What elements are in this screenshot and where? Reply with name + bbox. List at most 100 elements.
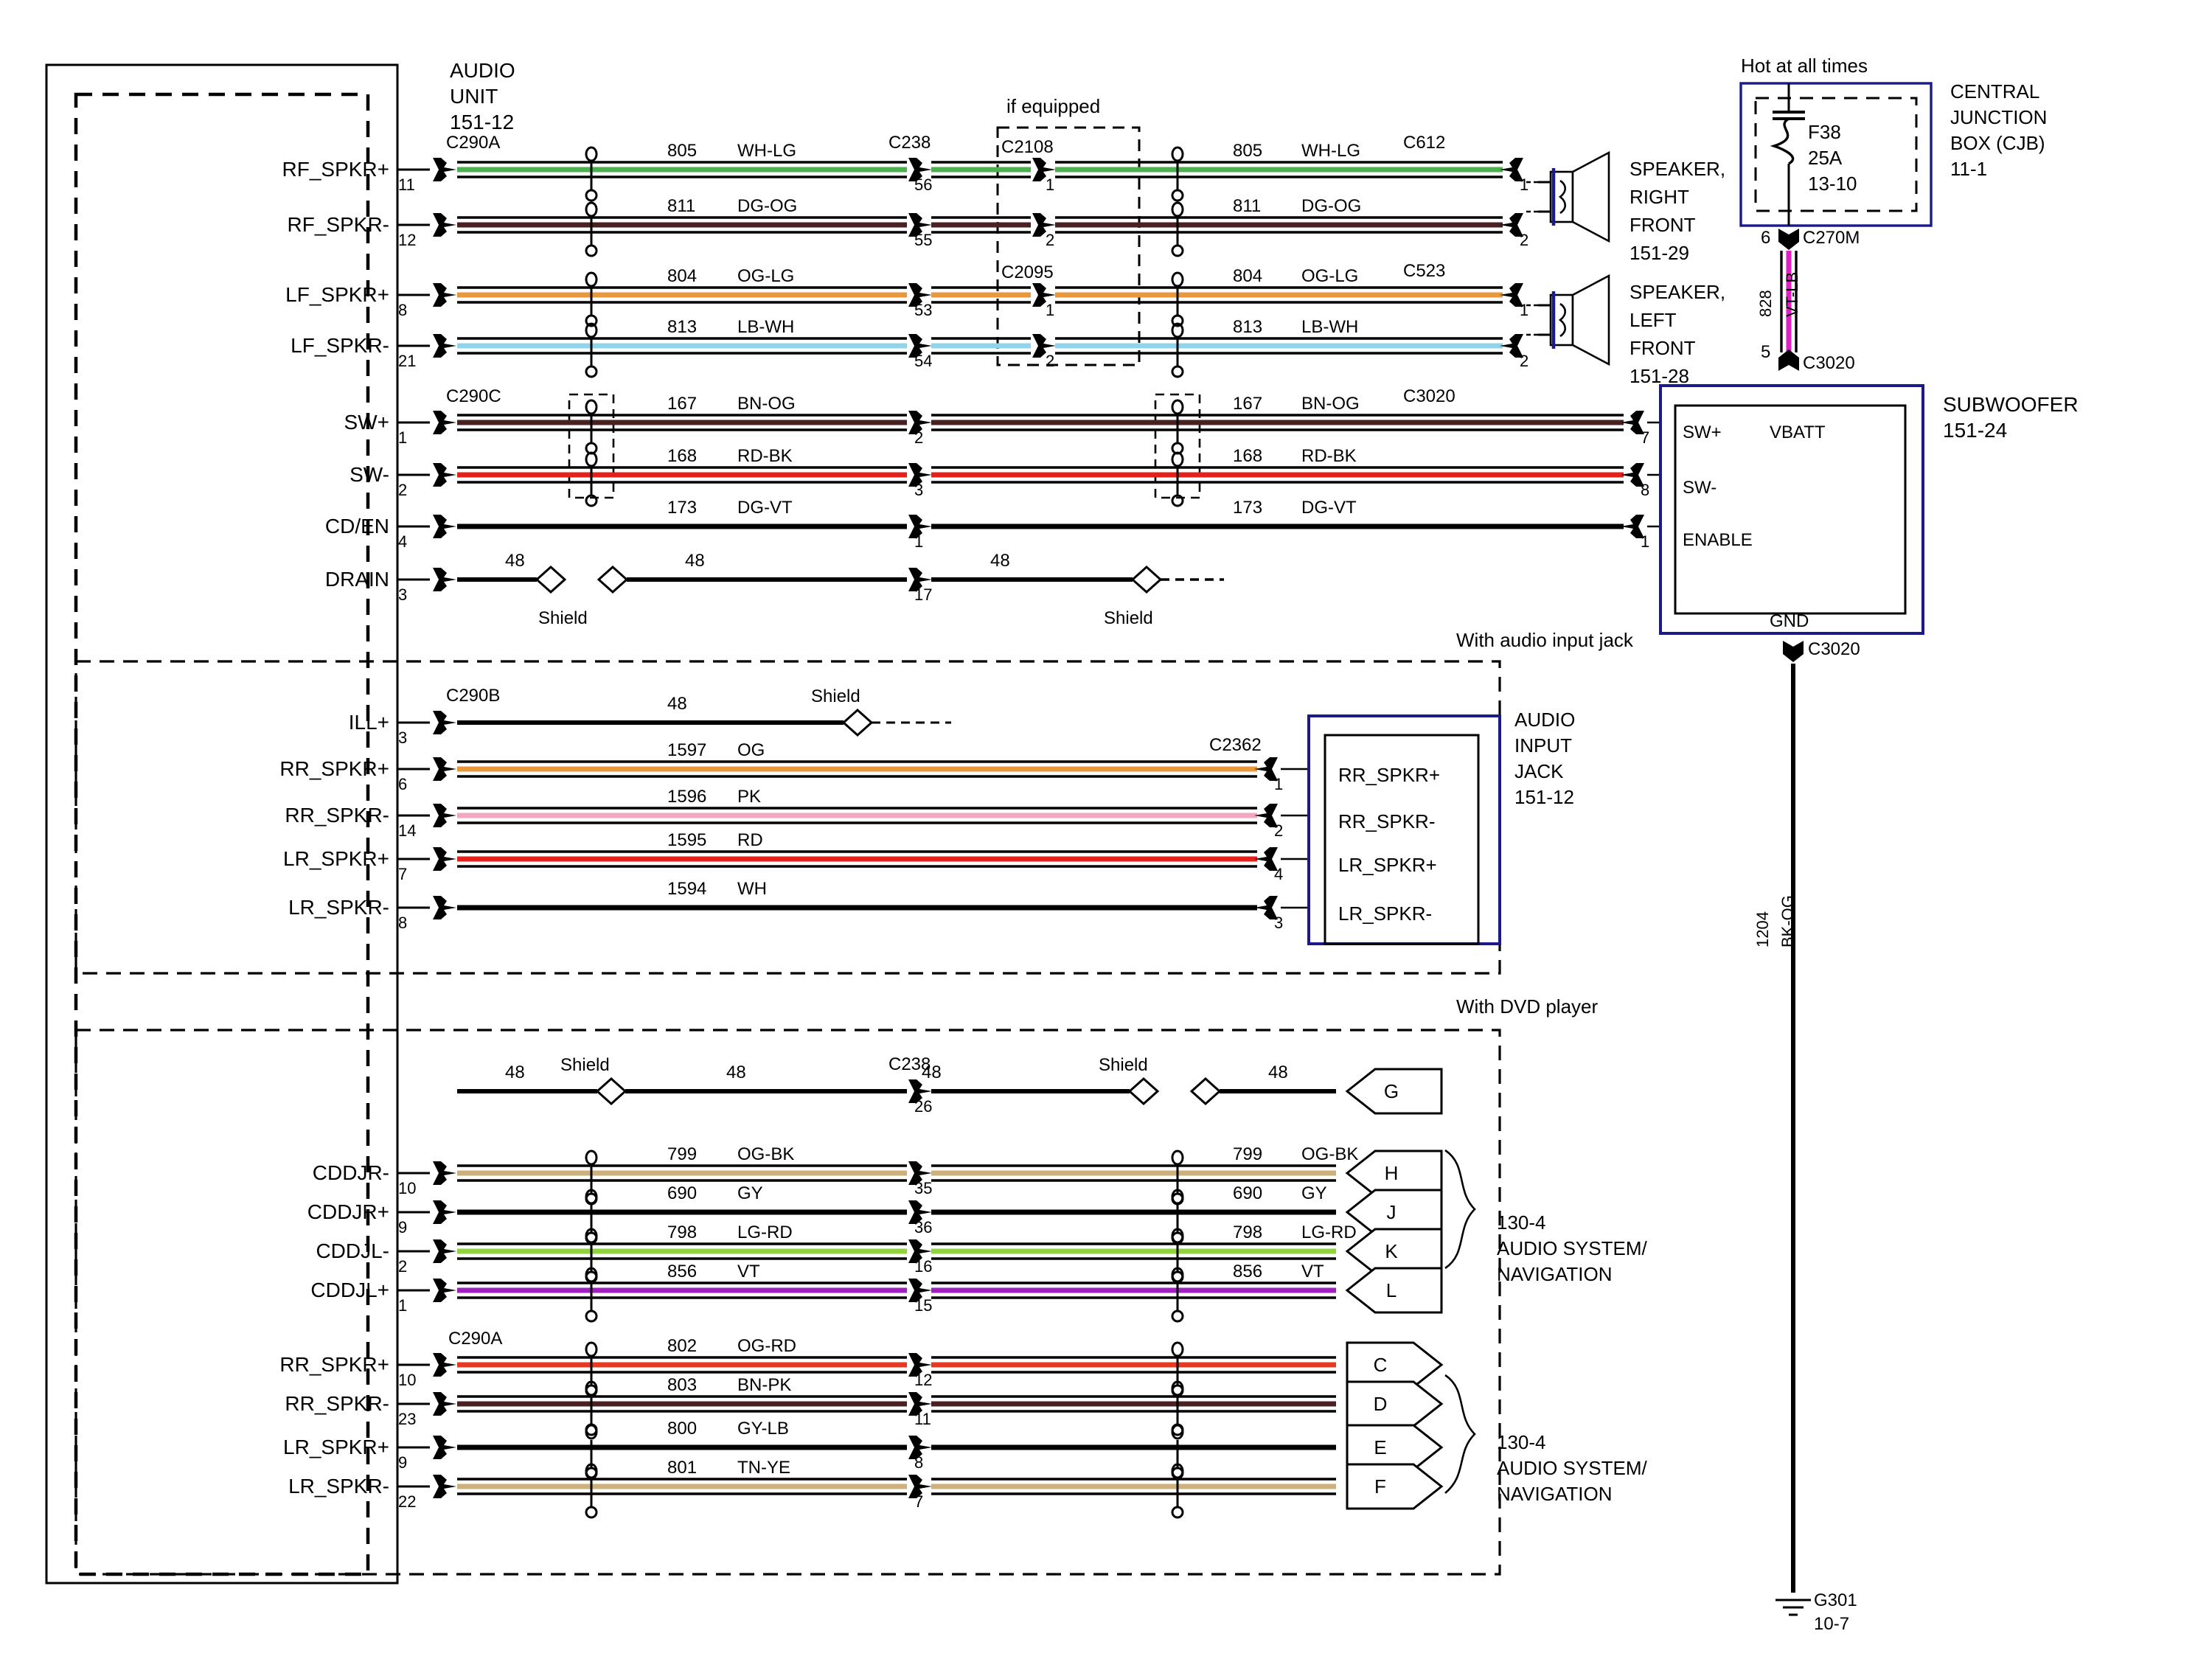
svg-text:856: 856 xyxy=(667,1262,697,1281)
svg-text:12: 12 xyxy=(914,1371,932,1389)
svg-text:FRONT: FRONT xyxy=(1630,337,1696,359)
svg-text:130-4: 130-4 xyxy=(1497,1211,1546,1234)
svg-text:8: 8 xyxy=(398,914,407,932)
svg-text:799: 799 xyxy=(667,1144,697,1164)
svg-text:48: 48 xyxy=(667,694,687,714)
svg-text:INPUT: INPUT xyxy=(1514,734,1572,757)
svg-text:CENTRAL: CENTRAL xyxy=(1950,80,2039,102)
svg-text:801: 801 xyxy=(667,1458,697,1478)
svg-text:LR_SPKR-: LR_SPKR- xyxy=(288,1475,389,1498)
svg-text:5: 5 xyxy=(1761,342,1770,362)
svg-text:C290A: C290A xyxy=(446,133,500,153)
svg-text:ENABLE: ENABLE xyxy=(1683,530,1753,550)
svg-text:7: 7 xyxy=(1641,428,1649,447)
svg-text:4: 4 xyxy=(398,532,407,551)
svg-text:FRONT: FRONT xyxy=(1630,214,1696,236)
svg-text:9: 9 xyxy=(398,1453,407,1472)
svg-text:8: 8 xyxy=(398,301,407,319)
svg-text:DG-VT: DG-VT xyxy=(737,498,793,518)
svg-text:JACK: JACK xyxy=(1514,760,1564,782)
svg-text:BOX (CJB): BOX (CJB) xyxy=(1950,132,2045,154)
svg-text:K: K xyxy=(1385,1240,1398,1262)
svg-text:RR_SPKR+: RR_SPKR+ xyxy=(279,757,389,780)
svg-text:811: 811 xyxy=(1233,196,1261,216)
svg-text:OG: OG xyxy=(737,740,765,760)
svg-text:PK: PK xyxy=(737,787,761,807)
svg-text:WH-LG: WH-LG xyxy=(1301,141,1360,161)
svg-text:C238: C238 xyxy=(888,133,931,153)
svg-text:2: 2 xyxy=(1520,352,1528,370)
svg-text:Shield: Shield xyxy=(1099,1055,1148,1075)
svg-text:14: 14 xyxy=(398,821,416,840)
svg-text:6: 6 xyxy=(398,775,407,793)
svg-text:130-4: 130-4 xyxy=(1497,1431,1546,1453)
svg-text:48: 48 xyxy=(505,551,525,571)
svg-text:BN-PK: BN-PK xyxy=(737,1375,791,1395)
svg-text:2: 2 xyxy=(914,428,923,447)
svg-text:LR_SPKR-: LR_SPKR- xyxy=(288,896,389,919)
svg-text:168: 168 xyxy=(667,446,697,466)
svg-text:23: 23 xyxy=(398,1410,416,1428)
svg-text:55: 55 xyxy=(914,231,932,249)
svg-text:56: 56 xyxy=(914,175,932,194)
svg-text:22: 22 xyxy=(398,1492,416,1511)
svg-text:CDDJR+: CDDJR+ xyxy=(307,1200,389,1223)
svg-text:167: 167 xyxy=(1233,394,1262,414)
svg-text:3: 3 xyxy=(398,585,407,604)
svg-text:1: 1 xyxy=(1520,301,1528,319)
svg-text:DG-OG: DG-OG xyxy=(1301,196,1361,216)
svg-text:SW-: SW- xyxy=(349,463,389,486)
svg-text:RF_SPKR-: RF_SPKR- xyxy=(288,213,389,236)
svg-text:805: 805 xyxy=(1233,141,1262,161)
svg-text:1: 1 xyxy=(1046,301,1054,319)
svg-text:10: 10 xyxy=(398,1371,416,1389)
svg-text:15: 15 xyxy=(914,1296,932,1315)
svg-text:OG-LG: OG-LG xyxy=(737,266,794,286)
svg-text:690: 690 xyxy=(1233,1183,1262,1203)
svg-text:48: 48 xyxy=(922,1062,942,1082)
svg-text:2: 2 xyxy=(398,481,407,499)
svg-text:53: 53 xyxy=(914,301,932,319)
svg-text:AUDIO: AUDIO xyxy=(450,59,515,82)
svg-text:LR_SPKR+: LR_SPKR+ xyxy=(283,847,389,870)
svg-text:856: 856 xyxy=(1233,1262,1262,1281)
svg-text:6: 6 xyxy=(1761,228,1770,248)
svg-text:LR_SPKR-: LR_SPKR- xyxy=(1338,902,1432,925)
svg-text:BN-OG: BN-OG xyxy=(1301,394,1360,414)
svg-text:9: 9 xyxy=(398,1218,407,1237)
svg-text:D: D xyxy=(1374,1393,1388,1415)
svg-text:DRAIN: DRAIN xyxy=(325,568,389,591)
svg-text:2: 2 xyxy=(398,1257,407,1276)
svg-text:1: 1 xyxy=(914,532,923,551)
svg-text:4: 4 xyxy=(1274,865,1283,883)
svg-text:JUNCTION: JUNCTION xyxy=(1950,106,2047,128)
svg-text:ILL+: ILL+ xyxy=(349,711,389,734)
svg-text:OG-RD: OG-RD xyxy=(737,1336,796,1356)
svg-text:1: 1 xyxy=(398,428,407,447)
svg-text:804: 804 xyxy=(1233,266,1262,286)
svg-text:800: 800 xyxy=(667,1419,697,1439)
svg-text:C3020: C3020 xyxy=(1403,386,1455,406)
svg-text:C: C xyxy=(1374,1354,1388,1376)
svg-text:799: 799 xyxy=(1233,1144,1262,1164)
svg-text:54: 54 xyxy=(914,352,932,370)
svg-text:10-7: 10-7 xyxy=(1814,1614,1849,1634)
svg-text:3: 3 xyxy=(914,481,923,499)
svg-text:2: 2 xyxy=(1520,231,1528,249)
svg-text:L: L xyxy=(1386,1279,1397,1301)
svg-text:VBATT: VBATT xyxy=(1770,422,1826,442)
svg-text:2: 2 xyxy=(1046,352,1054,370)
svg-text:1: 1 xyxy=(1274,775,1283,793)
svg-text:SW+: SW+ xyxy=(1683,422,1722,442)
svg-text:813: 813 xyxy=(667,317,697,337)
svg-text:48: 48 xyxy=(726,1062,746,1082)
svg-text:BN-OG: BN-OG xyxy=(737,394,796,414)
svg-text:804: 804 xyxy=(667,266,697,286)
svg-text:813: 813 xyxy=(1233,317,1262,337)
svg-text:BK-OG: BK-OG xyxy=(1778,895,1797,947)
svg-text:GY: GY xyxy=(737,1183,763,1203)
svg-text:WH-LG: WH-LG xyxy=(737,141,796,161)
svg-text:10: 10 xyxy=(398,1179,416,1197)
svg-text:3: 3 xyxy=(1274,914,1283,932)
svg-text:798: 798 xyxy=(667,1222,697,1242)
